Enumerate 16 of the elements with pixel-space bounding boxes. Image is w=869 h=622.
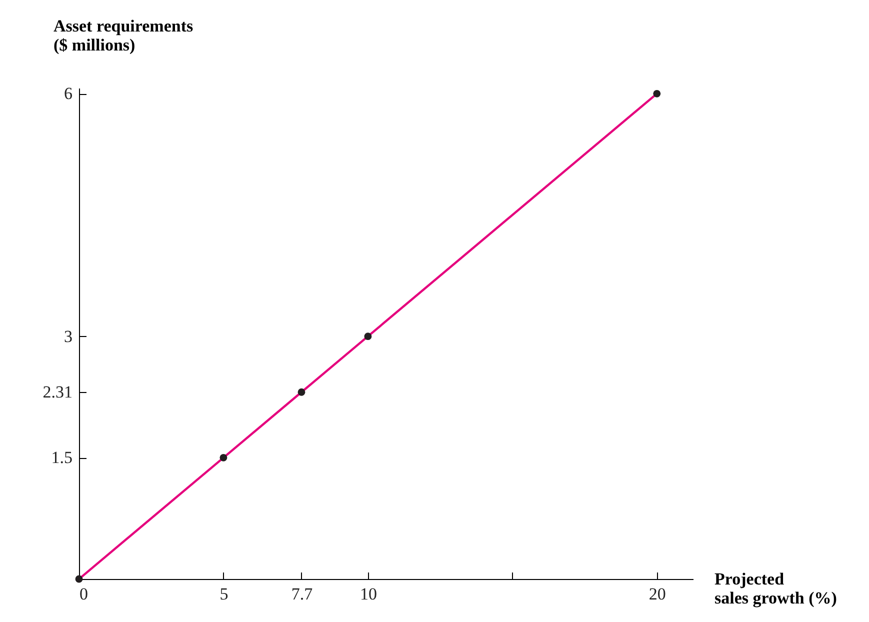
- x-tick-label: 5: [220, 584, 228, 604]
- point: [364, 332, 372, 340]
- x-tick-label: 20: [648, 584, 666, 604]
- x-tick-label: 10: [360, 584, 377, 604]
- point: [653, 90, 661, 98]
- y-tick-label: 1.5: [51, 448, 72, 468]
- point: [220, 454, 228, 462]
- x-tick-label: 7.7: [291, 584, 314, 604]
- point: [298, 388, 306, 396]
- x-tick-label: 0: [80, 584, 88, 604]
- y-tick-label: 2.31: [42, 382, 72, 402]
- x-axis-title: Projected sales growth (%): [714, 570, 837, 608]
- y-axis-title: Asset requirements ($ millions): [54, 16, 194, 54]
- y-tick-label: 3: [64, 326, 72, 346]
- point: [75, 575, 83, 583]
- y-tick-label: 6: [64, 84, 72, 104]
